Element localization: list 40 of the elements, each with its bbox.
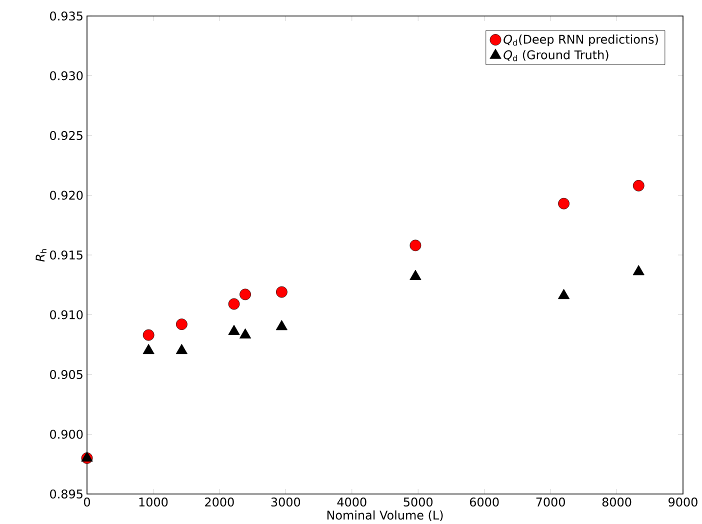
x-tick-label: 1000 xyxy=(139,497,168,506)
x-tick-label: 0 xyxy=(84,497,90,506)
y-tick-label: 0.930 xyxy=(50,71,83,80)
y-tick-label: 0.925 xyxy=(50,130,82,140)
point xyxy=(410,270,422,280)
legend-label: Q$_{d}$(Deep RNN predictions) xyxy=(504,34,658,46)
point xyxy=(410,240,422,251)
x-tick-label: 8000 xyxy=(602,497,632,506)
point xyxy=(239,328,252,338)
point xyxy=(142,329,154,341)
point xyxy=(276,320,288,330)
point xyxy=(240,288,251,300)
point xyxy=(558,288,570,299)
x-tick-label: 6000 xyxy=(470,497,499,506)
point xyxy=(632,180,644,192)
point xyxy=(81,451,93,462)
x-tick-label: 4000 xyxy=(337,497,366,506)
x-tick-label: 9000 xyxy=(668,497,698,506)
point xyxy=(632,264,644,275)
point xyxy=(228,298,240,310)
x-tick-label: 3000 xyxy=(271,497,300,506)
point xyxy=(276,286,288,298)
legend-label: Q$_{d}$ (Ground Truth) xyxy=(504,50,608,62)
y-tick-label: 0.900 xyxy=(50,430,83,439)
x-tick-label: 2000 xyxy=(205,497,234,506)
y-tick-label: 0.895 xyxy=(50,489,82,498)
x-axis-title: Nominal Volume (L) xyxy=(327,510,443,521)
y-axis-title: R$_{h}$ xyxy=(36,249,46,262)
y-tick-label: 0.910 xyxy=(50,310,83,320)
x-tick-label: 5000 xyxy=(404,497,433,506)
point xyxy=(176,318,188,330)
y-tick-label: 0.935 xyxy=(50,11,82,20)
point xyxy=(228,324,240,335)
y-tick-label: 0.920 xyxy=(50,190,83,200)
y-tick-label: 0.915 xyxy=(50,250,82,260)
x-tick-label: 7000 xyxy=(536,497,565,506)
point xyxy=(142,344,154,354)
point xyxy=(176,344,188,354)
point xyxy=(558,198,570,210)
y-tick-label: 0.905 xyxy=(50,370,82,379)
